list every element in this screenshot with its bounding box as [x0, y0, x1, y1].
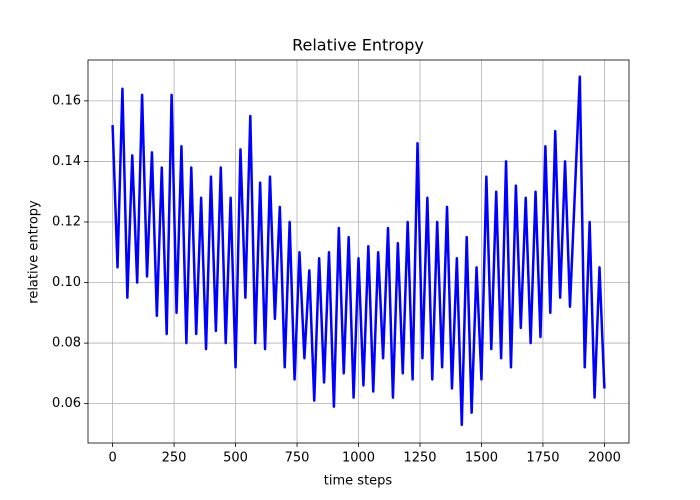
- y-tick-label: 0.14: [52, 154, 81, 169]
- x-tick-label: 1500: [465, 451, 498, 466]
- x-tick-label: 2000: [588, 451, 621, 466]
- x-axis-label: time steps: [324, 474, 393, 489]
- x-tick-label: 0: [108, 451, 116, 466]
- y-tick-label: 0.08: [52, 336, 81, 351]
- x-tick-label: 250: [162, 451, 187, 466]
- x-tick-label: 500: [223, 451, 248, 466]
- y-axis-label: relative entropy: [27, 200, 42, 304]
- data-line: [111, 75, 606, 427]
- y-tick-label: 0.10: [52, 275, 81, 290]
- x-tick-label: 1250: [403, 451, 436, 466]
- y-tick-label: 0.16: [52, 93, 81, 108]
- x-tick-label: 1000: [342, 451, 375, 466]
- x-tick-label: 750: [285, 451, 310, 466]
- plot-frame: [87, 59, 630, 444]
- x-tick-label: 1750: [526, 451, 559, 466]
- y-tick-label: 0.06: [52, 396, 81, 411]
- y-tick-label: 0.12: [52, 214, 81, 229]
- chart-title: Relative Entropy: [292, 36, 424, 55]
